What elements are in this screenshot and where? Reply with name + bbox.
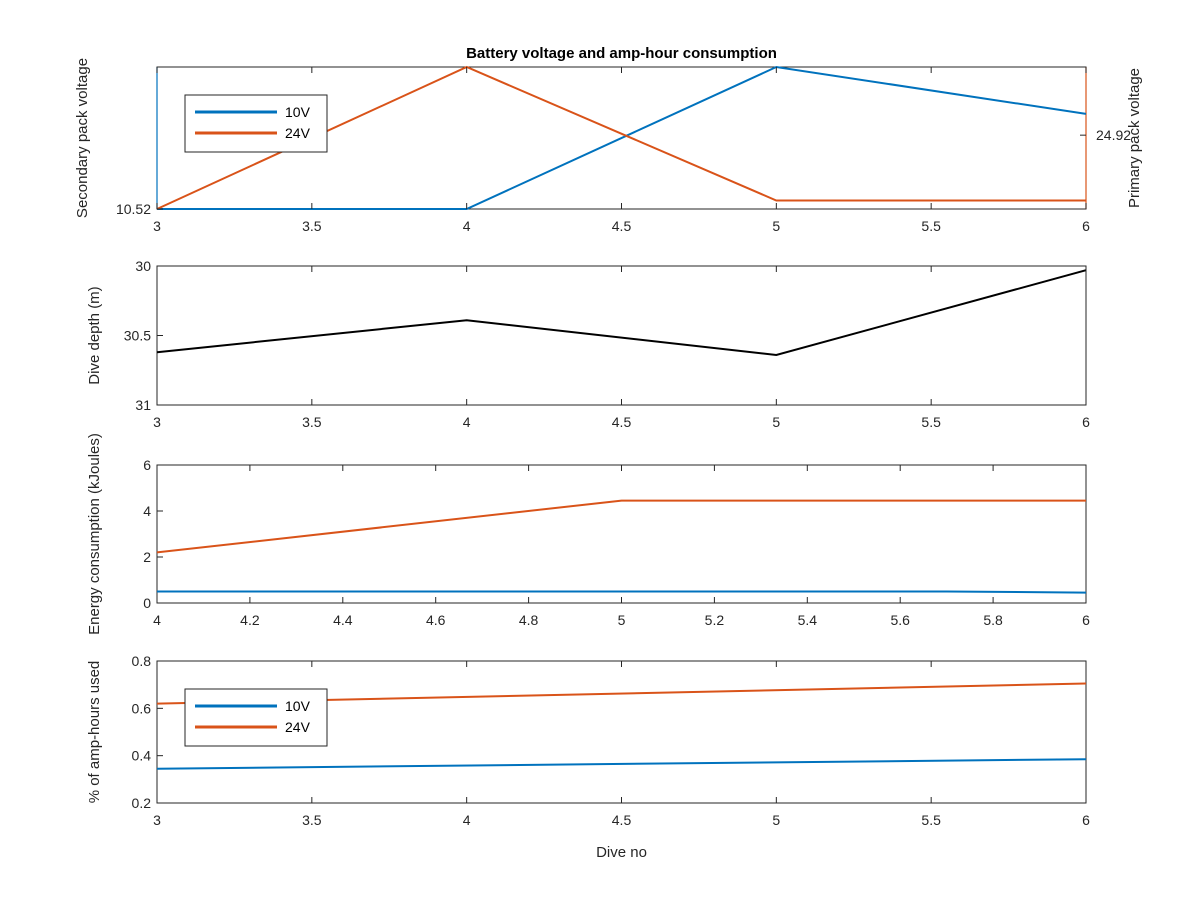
legend-box <box>184 94 328 153</box>
legend-layer: 10V 24V 10V 24V <box>184 94 328 747</box>
x-tick-label: 4.5 <box>612 218 632 234</box>
y-right-tick-label: 24.92 <box>1096 127 1131 143</box>
y-tick-label: 0.8 <box>132 653 152 669</box>
x-tick-label: 5.8 <box>983 612 1003 628</box>
y-tick-label: 0.6 <box>132 700 152 716</box>
x-tick-label: 3 <box>153 812 161 828</box>
y-tick-label: 2 <box>143 549 151 565</box>
y-tick-label: 30.5 <box>124 328 151 344</box>
y-axis-label: % of amp-hours used <box>86 661 103 804</box>
y-tick-label: 0 <box>143 595 151 611</box>
x-tick-label: 4 <box>463 218 471 234</box>
legend-label-24v: 24V <box>285 125 311 141</box>
y-tick-label: 31 <box>135 397 151 413</box>
x-tick-label: 5.2 <box>705 612 725 628</box>
axes-frame-3 <box>156 464 1087 604</box>
x-tick-label: 3.5 <box>302 218 322 234</box>
x-tick-label: 4.5 <box>612 414 632 430</box>
x-tick-label: 5 <box>772 812 780 828</box>
series-line-1 <box>156 499 1086 554</box>
series-line-1 <box>156 269 1087 357</box>
x-tick-label: 4.5 <box>612 812 632 828</box>
x-tick-label: 4 <box>463 414 471 430</box>
x-tick-label: 5 <box>772 218 780 234</box>
x-tick-label: 4 <box>463 812 471 828</box>
legend-label-24v: 24V <box>285 719 311 735</box>
x-tick-label: 6 <box>1082 812 1090 828</box>
x-tick-label: 5.5 <box>921 812 941 828</box>
x-tick-label: 3 <box>153 414 161 430</box>
x-tick-label: 3.5 <box>302 414 322 430</box>
x-tick-label: 4 <box>153 612 161 628</box>
y-tick-label: 30 <box>135 258 151 274</box>
x-tick-label: 4.4 <box>333 612 353 628</box>
y-tick-label: 0.2 <box>132 795 152 811</box>
series-line-2 <box>157 590 1087 594</box>
x-tick-label: 5 <box>772 414 780 430</box>
x-tick-label: 5.6 <box>890 612 910 628</box>
y-tick-label: 0.4 <box>132 748 152 764</box>
x-tick-label: 6 <box>1082 218 1090 234</box>
legend-label-10v: 10V <box>285 104 311 120</box>
chart-title: Battery voltage and amp-hour consumption <box>466 45 777 62</box>
text-layer: 3 3.5 4 4.5 5 5.5 6 10.52 24.92 Battery voltage a… <box>74 45 1143 861</box>
x-tick-label: 5.5 <box>921 218 941 234</box>
x-tick-label: 4.2 <box>240 612 260 628</box>
x-tick-label: 4.6 <box>426 612 446 628</box>
x-tick-label: 3.5 <box>302 812 322 828</box>
x-tick-label: 6 <box>1082 612 1090 628</box>
y-axis-label: Energy consumption (kJoules) <box>86 433 103 635</box>
x-tick-label: 5 <box>618 612 626 628</box>
legend-box <box>184 688 328 747</box>
x-tick-label: 5.4 <box>798 612 818 628</box>
y-axis-label: Dive depth (m) <box>86 286 103 384</box>
y-right-axis-label: Primary pack voltage <box>1126 68 1143 208</box>
axes-frame-2 <box>156 265 1087 406</box>
x-tick-label: 5.5 <box>921 414 941 430</box>
x-tick-label: 3 <box>153 218 161 234</box>
x-tick-label: 4.8 <box>519 612 539 628</box>
y-tick-label: 10.52 <box>116 201 151 217</box>
series-line-10v <box>156 758 1087 770</box>
y-tick-label: 6 <box>143 457 151 473</box>
x-tick-label: 6 <box>1082 414 1090 430</box>
legend-label-10v: 10V <box>285 698 311 714</box>
y-axis-label: Secondary pack voltage <box>74 58 91 218</box>
y-tick-label: 4 <box>143 503 151 519</box>
x-axis-label: Dive no <box>596 844 647 861</box>
